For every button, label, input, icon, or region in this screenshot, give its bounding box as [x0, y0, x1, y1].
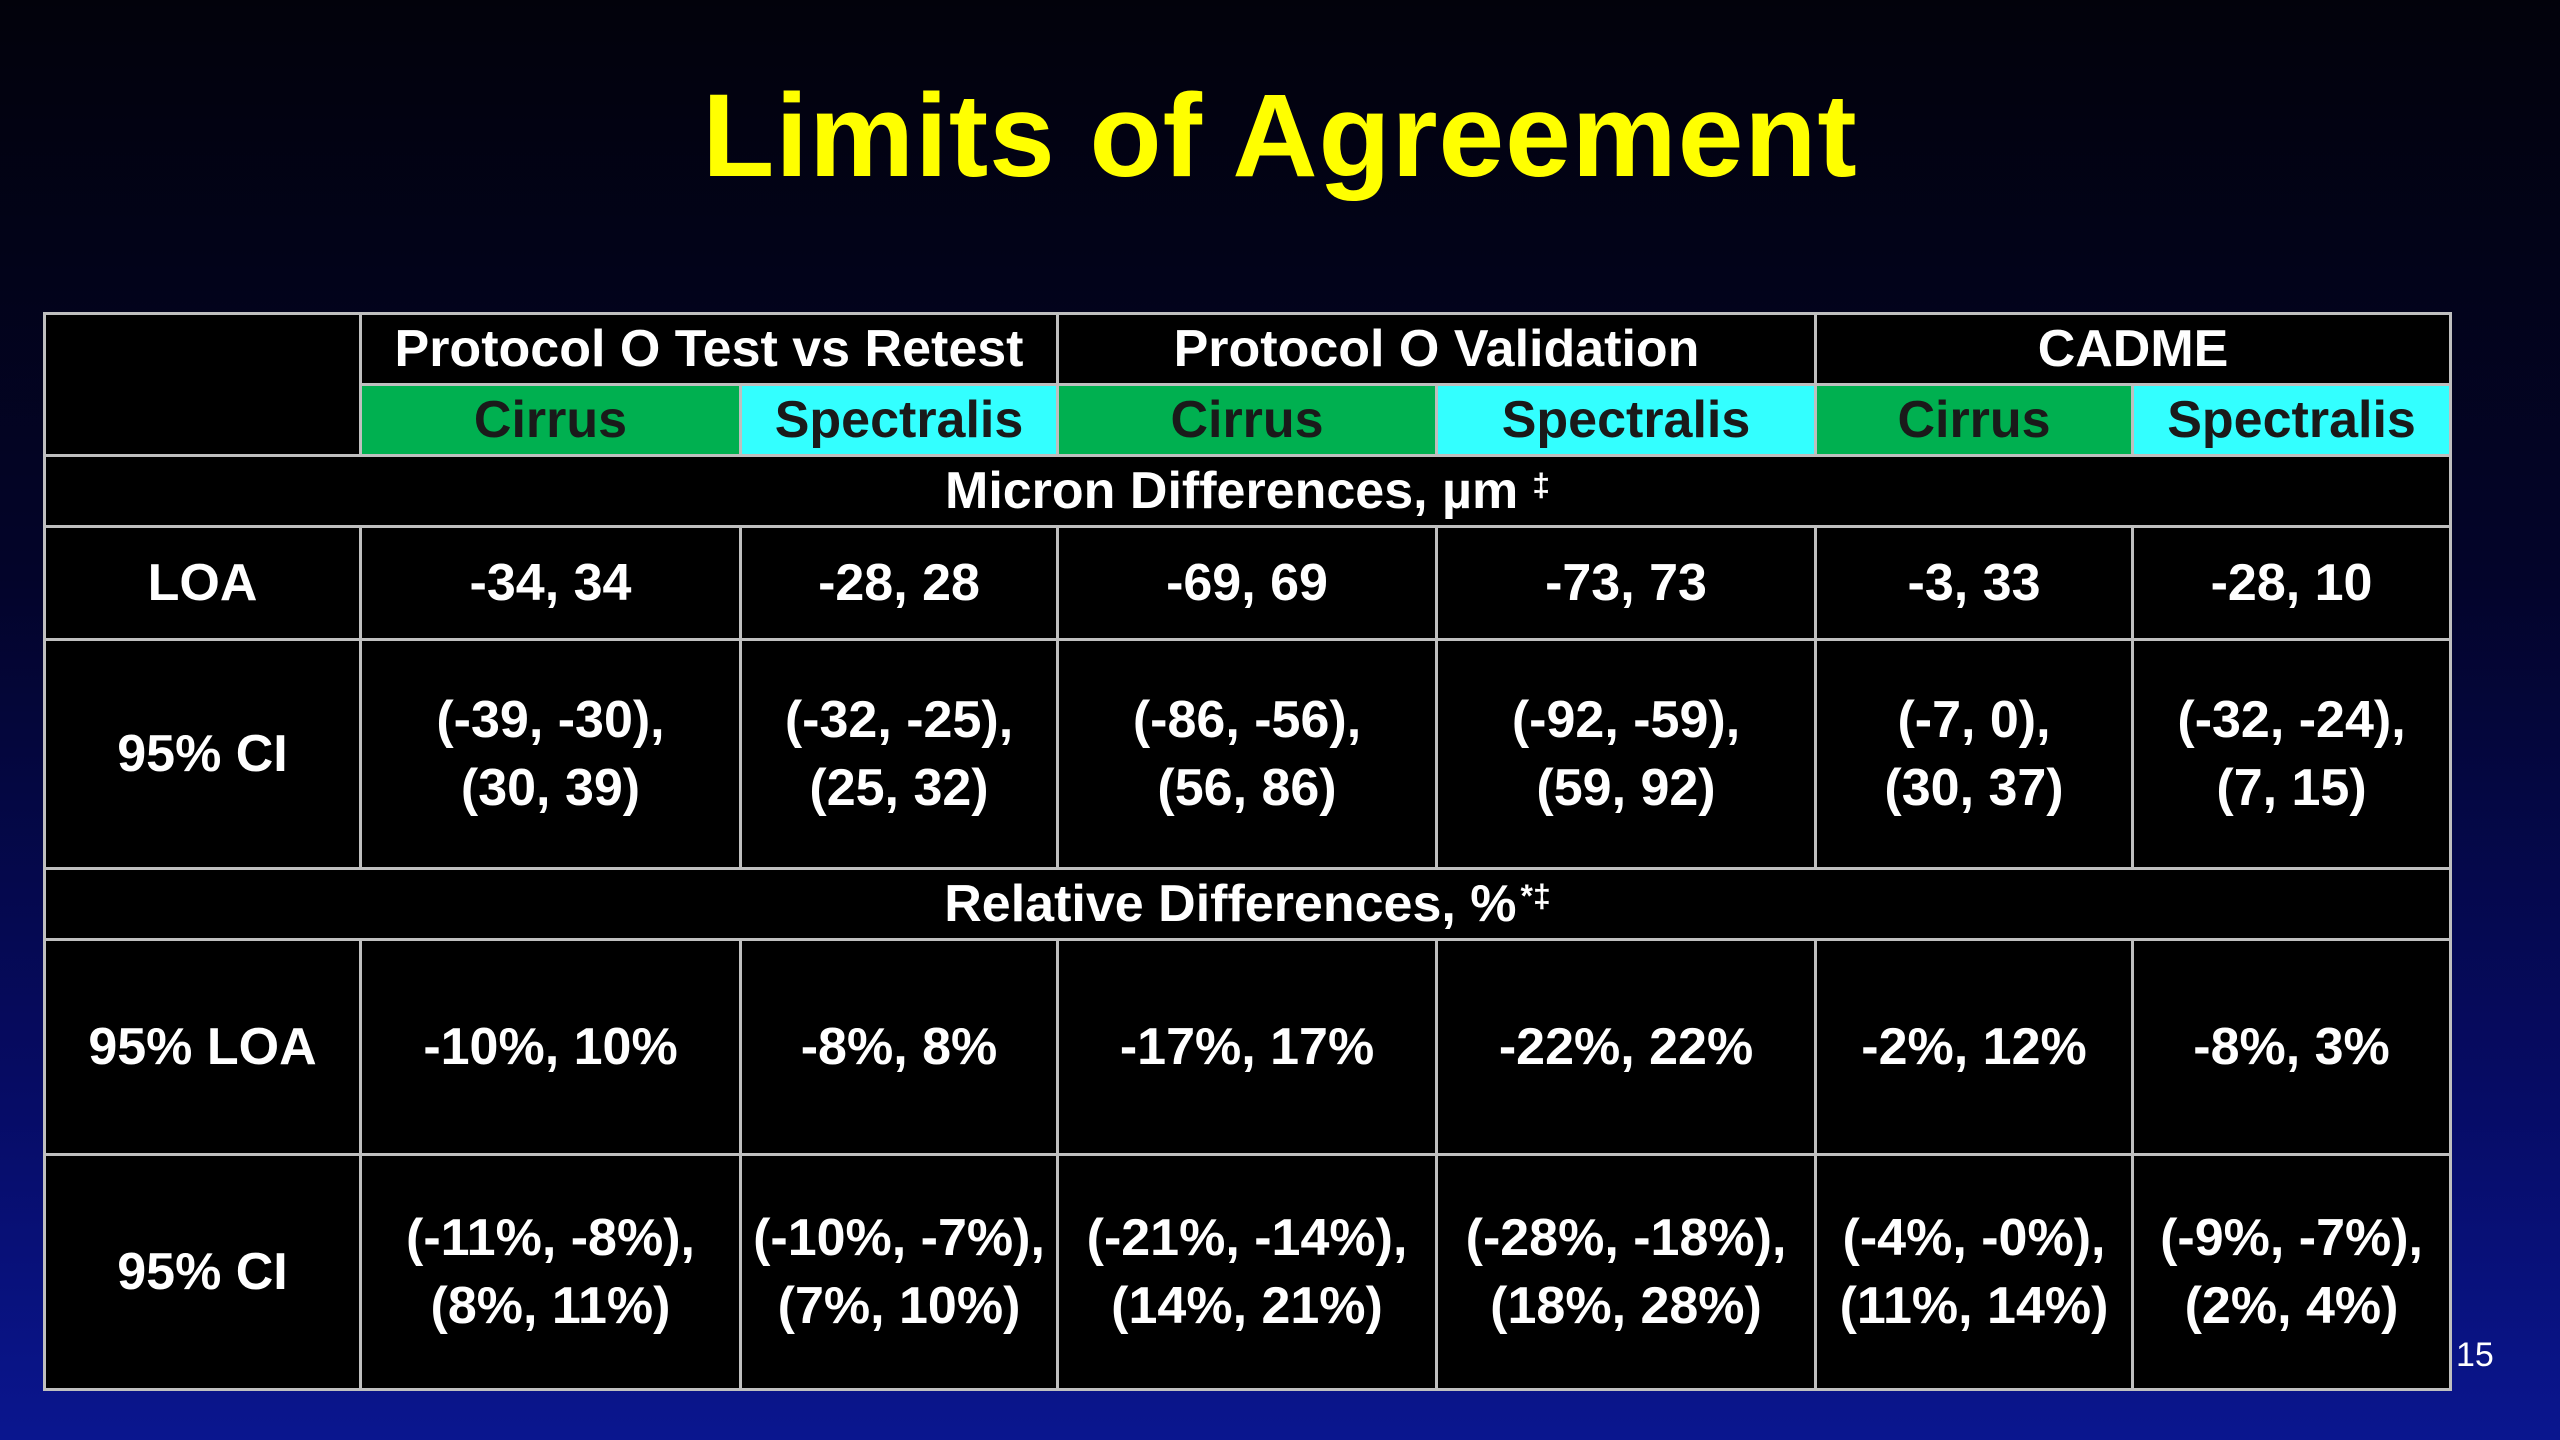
- group-header-validation: Protocol O Validation: [1056, 312, 1818, 386]
- ci-lower: (-86, -56),: [1132, 691, 1362, 749]
- table-cell: (-92, -59), (59, 92): [1435, 638, 1818, 870]
- ci-upper: (25, 32): [809, 759, 989, 817]
- table-cell: (-9%, -7%), (2%, 4%): [2131, 1153, 2453, 1391]
- table-cell: (-21%, -14%), (14%, 21%): [1056, 1153, 1439, 1391]
- micron-section-label: Micron Differences, µm ‡: [42, 454, 2453, 528]
- table-cell: (-32, -24), (7, 15): [2131, 638, 2453, 870]
- row-label-95-loa: 95% LOA: [43, 938, 362, 1156]
- table-cell: (-32, -25), (25, 32): [738, 638, 1060, 870]
- device-header-spectralis: Spectralis: [1435, 383, 1818, 457]
- relative-section-row: Relative Differences, % *‡: [42, 867, 2453, 941]
- ci-upper: (7, 15): [2216, 759, 2367, 817]
- ci-upper: (59, 92): [1536, 759, 1716, 817]
- micron-loa-row: LOA -34, 34 -28, 28 -69, 69 -73, 73 -3, …: [43, 525, 2453, 641]
- row-label-loa: LOA: [43, 525, 362, 641]
- page-number: 15: [2456, 1336, 2494, 1374]
- ci-lower: (-21%, -14%),: [1086, 1209, 1408, 1267]
- ci-upper: (14%, 21%): [1111, 1277, 1383, 1335]
- micron-section-row: Micron Differences, µm ‡: [42, 454, 2453, 528]
- device-header-spectralis: Spectralis: [738, 383, 1060, 457]
- ci-lower: (-10%, -7%),: [753, 1209, 1045, 1267]
- table-cell: (-86, -56), (56, 86): [1056, 638, 1439, 870]
- footnote-marker: *‡: [1520, 878, 1551, 914]
- ci-lower: (-28%, -18%),: [1465, 1209, 1787, 1267]
- ci-lower: (-92, -59),: [1511, 691, 1741, 749]
- micron-section-text: Micron Differences, µm: [945, 462, 1519, 520]
- table-cell: (-28%, -18%), (18%, 28%): [1435, 1153, 1818, 1391]
- ci-lower: (-9%, -7%),: [2160, 1209, 2423, 1267]
- table-cell: (-11%, -8%), (8%, 11%): [359, 1153, 742, 1391]
- ci-upper: (56, 86): [1157, 759, 1337, 817]
- table-cell: -34, 34: [359, 525, 742, 641]
- table-cell: -28, 10: [2131, 525, 2453, 641]
- ci-lower: (-32, -24),: [2177, 691, 2406, 749]
- table-cell: -8%, 8%: [738, 938, 1060, 1156]
- table-cell: -3, 33: [1814, 525, 2135, 641]
- device-header-spectralis: Spectralis: [2131, 383, 2453, 457]
- ci-upper: (30, 37): [1884, 759, 2064, 817]
- table-cell: (-7, 0), (30, 37): [1814, 638, 2135, 870]
- table-cell: -69, 69: [1056, 525, 1439, 641]
- device-header-cirrus: Cirrus: [1056, 383, 1439, 457]
- ci-upper: (8%, 11%): [430, 1277, 671, 1335]
- ci-lower: (-4%, -0%),: [1842, 1209, 2106, 1267]
- relative-loa-row: 95% LOA -10%, 10% -8%, 8% -17%, 17% -22%…: [43, 938, 2453, 1156]
- ci-upper: (7%, 10%): [777, 1277, 1021, 1335]
- relative-section-label: Relative Differences, % *‡: [42, 867, 2453, 941]
- device-header-row: Cirrus Spectralis Cirrus Spectralis Cirr…: [45, 383, 2453, 457]
- row-label-ci: 95% CI: [43, 638, 362, 870]
- ci-upper: (30, 39): [460, 759, 641, 817]
- limits-of-agreement-table: Protocol O Test vs Retest Protocol O Val…: [42, 312, 2453, 1391]
- table-cell: (-4%, -0%), (11%, 14%): [1814, 1153, 2135, 1391]
- table-cell: -28, 28: [738, 525, 1060, 641]
- table-cell: -10%, 10%: [359, 938, 742, 1156]
- ci-upper: (11%, 14%): [1839, 1277, 2109, 1335]
- ci-upper: (2%, 4%): [2184, 1277, 2399, 1335]
- footnote-marker: ‡: [1532, 467, 1551, 503]
- micron-ci-row: 95% CI (-39, -30), (30, 39) (-32, -25), (2…: [43, 638, 2453, 870]
- table-cell: -73, 73: [1435, 525, 1818, 641]
- corner-cell: [43, 312, 362, 457]
- table-cell: -17%, 17%: [1056, 938, 1439, 1156]
- table-cell: (-39, -30), (30, 39): [359, 638, 742, 870]
- group-header-cadme: CADME: [1814, 312, 2453, 386]
- group-header-row: Protocol O Test vs Retest Protocol O Val…: [43, 312, 2453, 457]
- device-header-cirrus: Cirrus: [1814, 383, 2135, 457]
- slide-title: Limits of Agreement: [702, 70, 1858, 202]
- ci-lower: (-32, -25),: [784, 691, 1014, 749]
- device-header-cirrus: Cirrus: [359, 383, 742, 457]
- table-cell: -22%, 22%: [1435, 938, 1818, 1156]
- table-cell: -2%, 12%: [1814, 938, 2135, 1156]
- table-cell: (-10%, -7%), (7%, 10%): [738, 1153, 1060, 1391]
- ci-lower: (-39, -30),: [436, 691, 665, 749]
- ci-lower: (-11%, -8%),: [406, 1209, 695, 1267]
- table-cell: -8%, 3%: [2131, 938, 2453, 1156]
- row-label-ci: 95% CI: [43, 1153, 362, 1391]
- ci-lower: (-7, 0),: [1897, 691, 2051, 749]
- relative-section-text: Relative Differences, %: [944, 875, 1517, 933]
- group-header-test-retest: Protocol O Test vs Retest: [358, 312, 1060, 386]
- ci-upper: (18%, 28%): [1490, 1277, 1762, 1335]
- relative-ci-row: 95% CI (-11%, -8%), (8%, 11%) (-10%, -7%)…: [43, 1153, 2453, 1391]
